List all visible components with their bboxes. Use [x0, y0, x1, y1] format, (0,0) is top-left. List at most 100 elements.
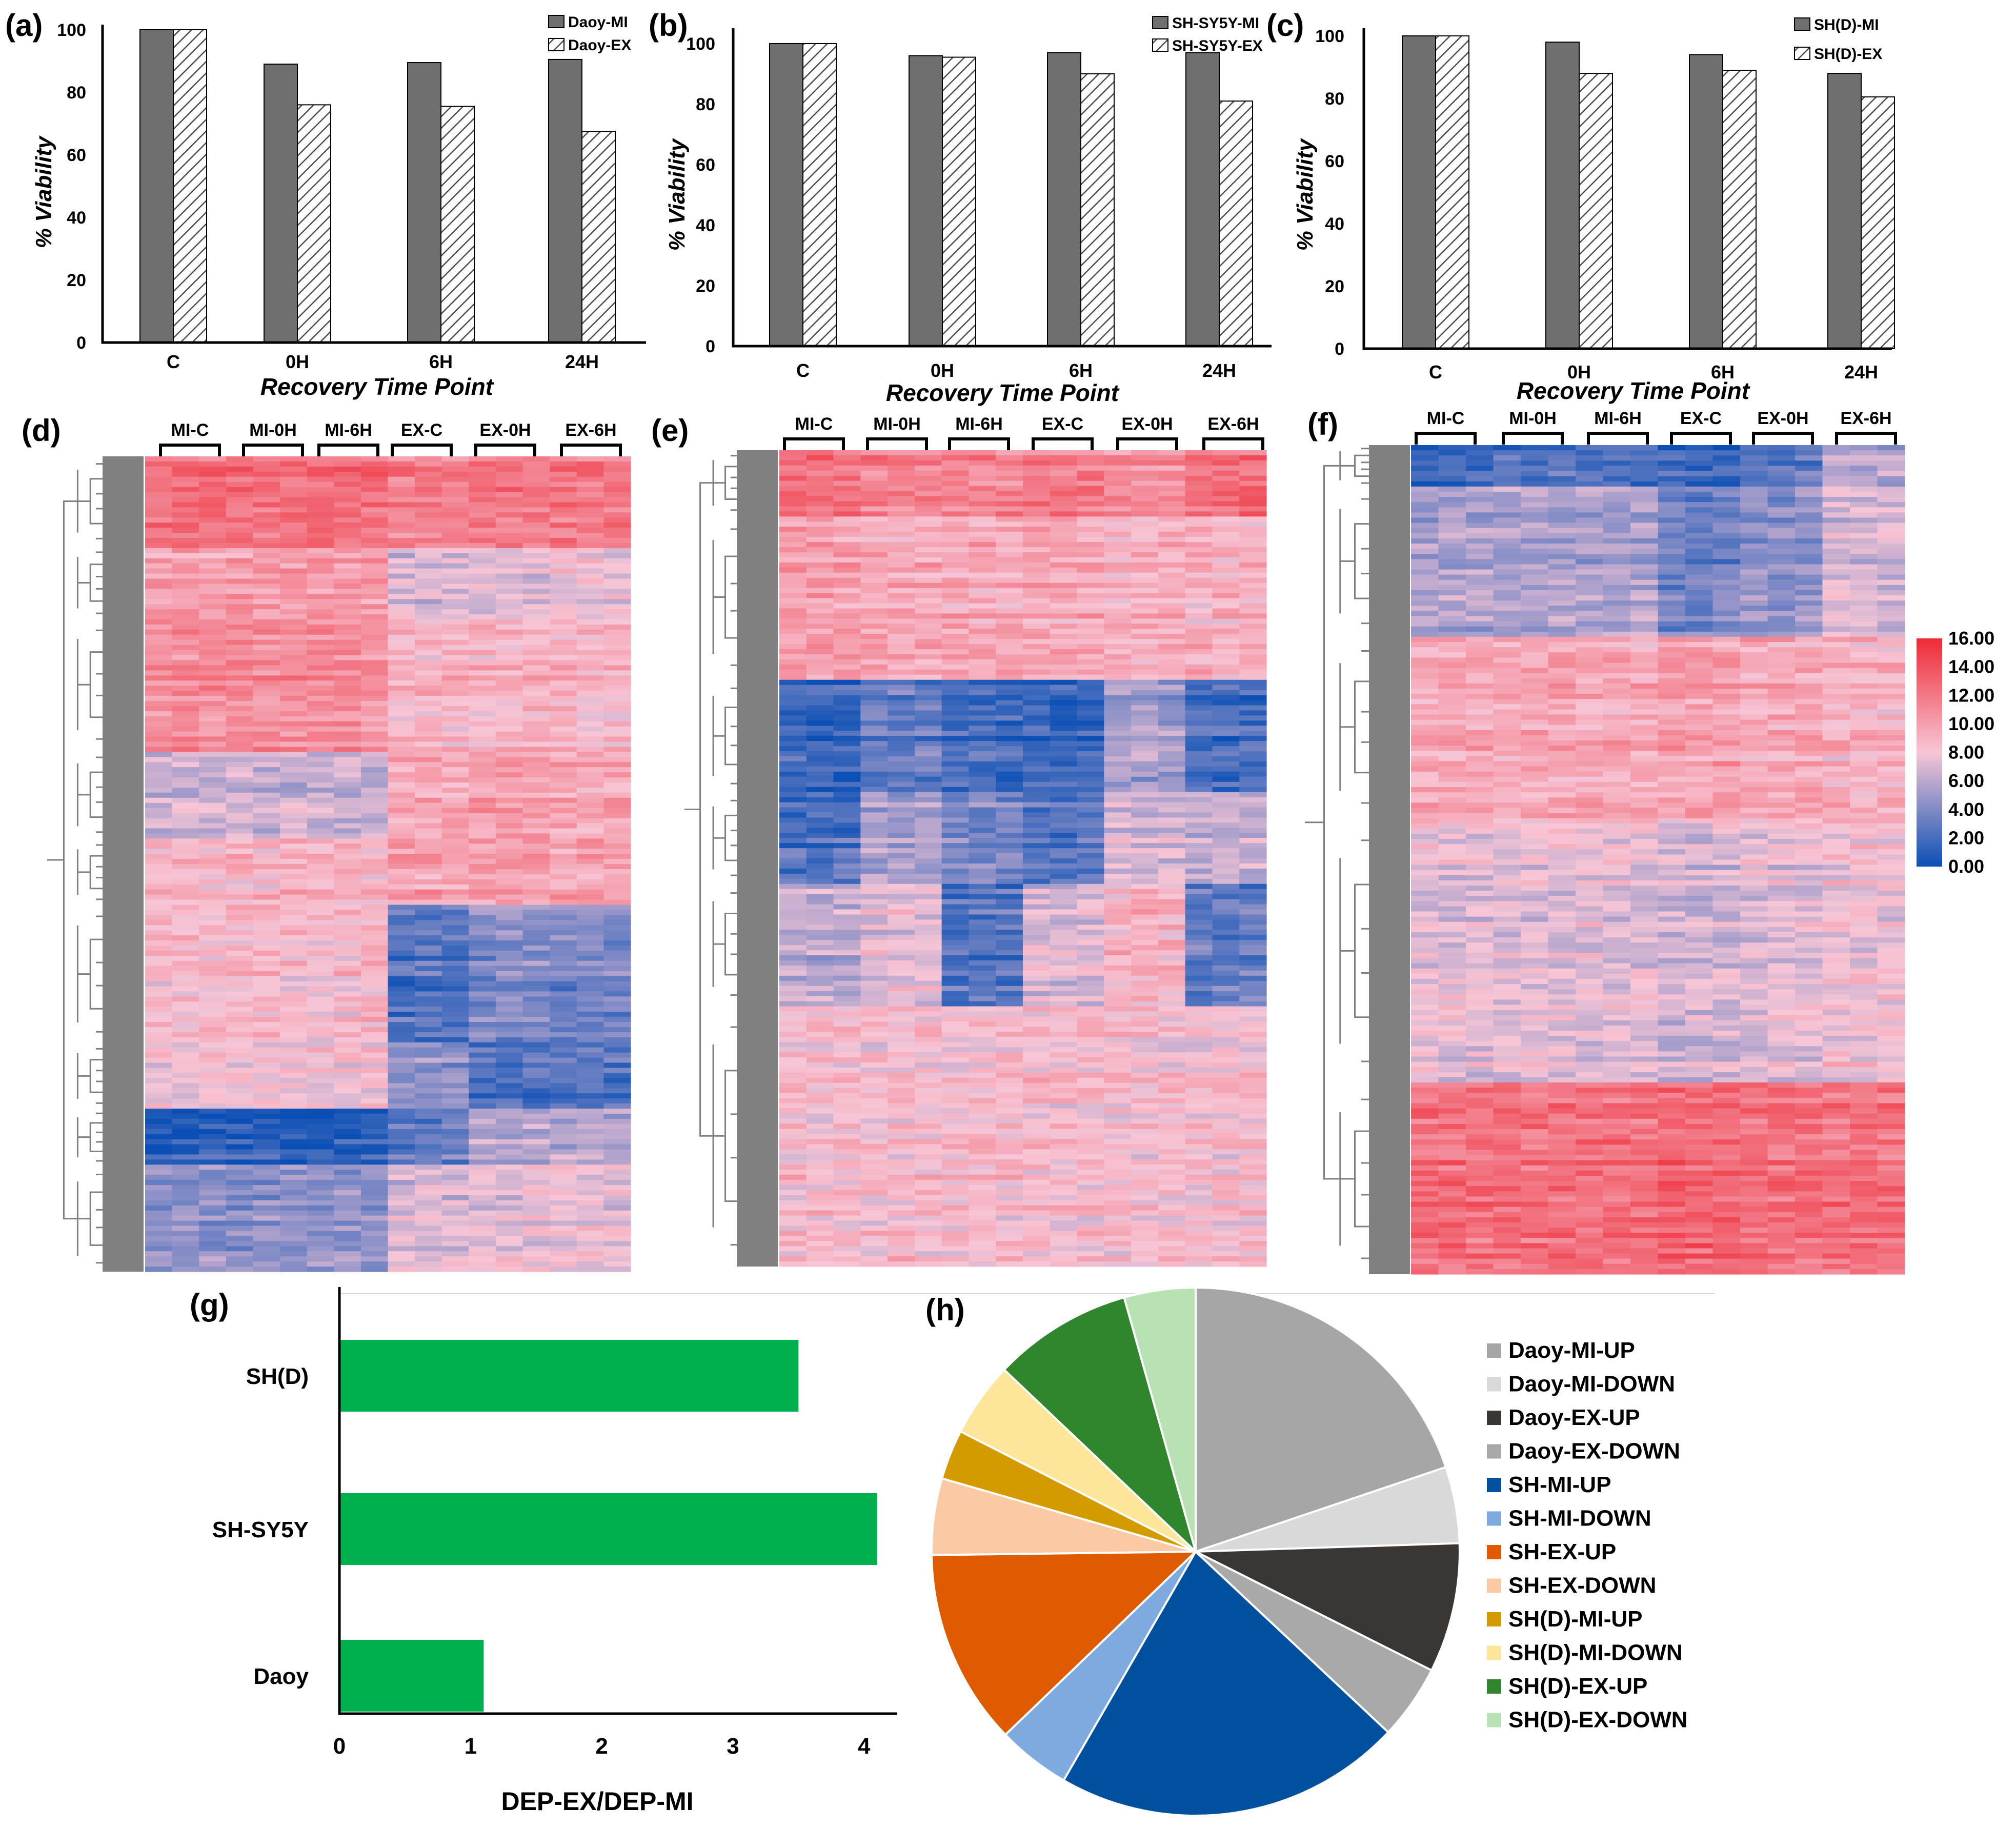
heatmap-cell — [1239, 552, 1267, 558]
heatmap-cell — [550, 568, 577, 574]
heatmap-cell — [969, 506, 996, 512]
heatmap-cell — [888, 965, 915, 971]
heatmap-cell — [996, 516, 1023, 522]
heatmap-cell — [145, 670, 173, 676]
heatmap-cell — [833, 720, 861, 726]
heatmap-cell — [779, 776, 807, 782]
heatmap-cell — [603, 624, 631, 630]
heatmap-cell — [914, 741, 942, 747]
heatmap-cell — [280, 1027, 308, 1033]
heatmap-cell — [199, 1246, 227, 1252]
heatmap-cell — [226, 1185, 254, 1191]
heatmap-cell — [334, 849, 361, 854]
heatmap-cell — [1050, 532, 1078, 537]
heatmap-cell — [145, 466, 173, 472]
heatmap-cell — [1023, 930, 1051, 935]
heatmap-cell — [441, 910, 469, 915]
heatmap-cell — [334, 517, 361, 523]
heatmap-cell — [172, 1205, 199, 1211]
heatmap-cell — [576, 838, 604, 844]
heatmap-cell — [360, 905, 389, 911]
heatmap-cell — [833, 781, 861, 788]
heatmap-cell — [172, 1267, 199, 1272]
heatmap-cell — [576, 711, 604, 717]
dendrogram-leaves — [737, 450, 778, 1267]
heatmap-cell — [576, 1093, 604, 1099]
heatmap-cell — [360, 849, 389, 854]
heatmap-cell — [576, 782, 604, 788]
heatmap-cell — [1131, 1011, 1159, 1017]
heatmap-cell — [334, 1083, 361, 1089]
heatmap-cell — [226, 899, 254, 906]
heatmap-cell — [253, 1154, 280, 1160]
heatmap-cell — [603, 915, 631, 920]
heatmap-cell — [522, 772, 550, 778]
heatmap-cell — [360, 487, 389, 493]
heatmap-cell — [469, 675, 496, 681]
heatmap-cell — [550, 721, 577, 727]
heatmap-cell — [1185, 828, 1213, 833]
heatmap-cell — [576, 1241, 604, 1247]
panel-c-categories: C 0H 6H 24H — [1429, 361, 1878, 383]
heatmap-cell — [833, 914, 861, 920]
heatmap-cell — [441, 741, 469, 748]
heatmap-cell — [172, 925, 199, 931]
heatmap-cell — [603, 1001, 631, 1007]
heatmap-cell — [522, 818, 550, 824]
heatmap-cell — [888, 465, 915, 471]
heatmap-cell — [388, 894, 415, 900]
heatmap-cell — [888, 486, 915, 492]
heatmap-cell — [550, 905, 577, 911]
heatmap-cell — [860, 736, 888, 741]
heatmap-cell — [1185, 598, 1213, 604]
heatmap-cell — [1050, 822, 1078, 828]
heatmap-cell — [996, 930, 1023, 935]
heatmap-cell — [469, 1251, 496, 1257]
heatmap-cell — [576, 864, 604, 870]
panel-c-bars — [1402, 35, 1895, 350]
heatmap-cell — [334, 843, 361, 849]
heatmap-cell — [495, 1256, 523, 1262]
heatmap-cell — [1131, 751, 1159, 757]
heatmap-cell — [441, 1052, 469, 1058]
heatmap-cell — [522, 1022, 550, 1028]
heatmap-cell — [469, 1098, 496, 1104]
heatmap-cell — [1239, 899, 1267, 905]
heatmap-cell — [1131, 965, 1159, 971]
heatmap-cell — [469, 1241, 496, 1247]
heatmap-cell — [941, 613, 970, 619]
heatmap-cell — [550, 670, 577, 676]
heatmap-cell — [172, 762, 199, 768]
heatmap-cell — [522, 782, 550, 788]
heatmap-cell — [576, 543, 604, 549]
heatmap-cell — [469, 568, 496, 574]
heatmap-cell — [360, 1231, 389, 1237]
heatmap-cell — [914, 480, 942, 487]
heatmap-cell — [388, 762, 415, 768]
heatmap-cell — [334, 1027, 361, 1033]
heatmap-cell — [1185, 608, 1213, 614]
heatmap-cell — [888, 588, 915, 594]
heatmap-cell — [1077, 715, 1104, 721]
heatmap-cell — [1104, 562, 1132, 568]
heatmap-cell — [550, 543, 577, 549]
heatmap-cell — [860, 925, 888, 930]
heatmap-cell — [522, 1200, 550, 1206]
heatmap-cell — [307, 1068, 334, 1074]
heatmap-cell — [145, 1185, 173, 1191]
heatmap-cell — [603, 1267, 631, 1272]
heatmap-cell — [550, 563, 577, 569]
heatmap-cell — [307, 533, 334, 538]
heatmap-cell — [941, 506, 970, 512]
heatmap-cell — [145, 940, 173, 946]
heatmap-cell — [307, 1088, 334, 1094]
heatmap-cell — [145, 1267, 173, 1272]
heatmap-cell — [1212, 950, 1240, 956]
heatmap-cell — [1077, 919, 1104, 925]
heatmap-cell — [833, 935, 861, 940]
heatmap-cell — [441, 986, 469, 992]
heatmap-cell — [522, 660, 550, 666]
heatmap-cell — [388, 634, 415, 640]
heatmap-cell — [172, 879, 199, 885]
heatmap-cell — [495, 645, 523, 651]
